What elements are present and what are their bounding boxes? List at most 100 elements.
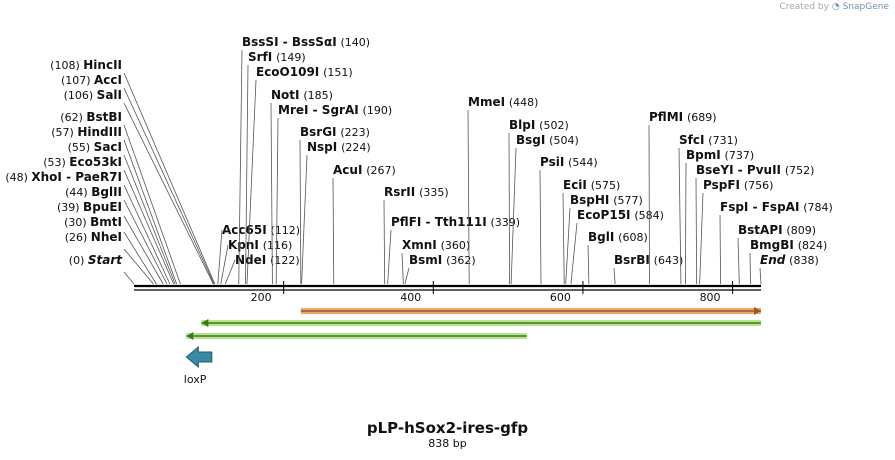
site-bpmi[interactable]: BpmI (737): [685, 148, 754, 285]
site-pflmi[interactable]: PflMI (689): [648, 110, 717, 285]
loxp-arrow-icon[interactable]: [185, 345, 213, 369]
site-label[interactable]: (106) SalI: [64, 88, 122, 102]
site-sali[interactable]: (106) SalI: [64, 88, 214, 285]
site-label[interactable]: MreI - SgrAI (190): [278, 103, 392, 117]
site-name: BssSI - BssSαI: [242, 35, 337, 49]
site-ndei[interactable]: NdeI (122): [224, 253, 300, 285]
site-bsphi[interactable]: BspHI (577): [565, 193, 643, 285]
site-label[interactable]: BsrBI (643): [614, 253, 683, 267]
site-bsgi[interactable]: BsgI (504): [510, 133, 579, 285]
site-label[interactable]: MmeI (448): [468, 95, 538, 109]
loxp-feature[interactable]: loxP: [184, 345, 213, 386]
site-label[interactable]: BlpI (502): [509, 118, 569, 132]
site-acc65i[interactable]: Acc65I (112): [217, 223, 300, 285]
site-label[interactable]: SfcI (731): [679, 133, 738, 147]
site-label[interactable]: (108) HincII: [50, 58, 122, 72]
site-label[interactable]: BstAPI (809): [738, 223, 816, 237]
site-rsrii[interactable]: RsrII (335): [383, 185, 449, 285]
site-label[interactable]: (26) NheI: [65, 230, 122, 244]
site-bmgbi[interactable]: BmgBI (824): [749, 238, 827, 285]
orange-feature[interactable]: [300, 307, 761, 315]
site-position: (26): [65, 231, 91, 244]
site-label[interactable]: (39) BpuEI: [57, 200, 122, 214]
site-label[interactable]: BssSI - BssSαI (140): [242, 35, 370, 49]
site-end[interactable]: End (838): [759, 253, 819, 285]
site-label[interactable]: KpnI (116): [228, 238, 292, 252]
site-bsrgi[interactable]: BsrGI (223): [299, 125, 370, 285]
site-label[interactable]: BsmI (362): [409, 253, 476, 267]
site-nhei[interactable]: (26) NheI: [65, 230, 154, 285]
site-label[interactable]: EcoO109I (151): [256, 65, 353, 79]
site-label[interactable]: (62) BstBI: [60, 110, 122, 124]
site-label[interactable]: NdeI (122): [235, 253, 300, 267]
site-label[interactable]: (44) BglII: [65, 185, 122, 199]
site-bmti[interactable]: (30) BmtI: [64, 215, 157, 285]
site-bsmi[interactable]: BsmI (362): [404, 253, 476, 285]
site-label[interactable]: PflMI (689): [649, 110, 717, 124]
site-saci[interactable]: (55) SacI: [68, 140, 176, 285]
site-sfci[interactable]: SfcI (731): [678, 133, 738, 285]
site-label[interactable]: EcoP15I (584): [577, 208, 664, 222]
site-label[interactable]: EciI (575): [563, 178, 620, 192]
site-kpni[interactable]: KpnI (116): [220, 238, 293, 285]
site-blpi[interactable]: BlpI (502): [508, 118, 569, 285]
site-ecii[interactable]: EciI (575): [562, 178, 620, 285]
site-label[interactable]: AcuI (267): [333, 163, 396, 177]
site-psii[interactable]: PsiI (544): [539, 155, 598, 285]
site-srfi[interactable]: SrfI (149): [245, 50, 306, 285]
site-noti[interactable]: NotI (185): [270, 88, 333, 285]
green-feature-1[interactable]: [201, 319, 762, 327]
site-bstapi[interactable]: BstAPI (809): [737, 223, 816, 285]
site-label[interactable]: (30) BmtI: [64, 215, 122, 229]
site-mrei-sgrai[interactable]: MreI - SgrAI (190): [275, 103, 392, 285]
site-label[interactable]: NspI (224): [307, 140, 371, 154]
site-ecop15i[interactable]: EcoP15I (584): [570, 208, 664, 285]
site-label[interactable]: FspI - FspAI (784): [720, 200, 833, 214]
site-name: RsrII: [384, 185, 415, 199]
site-start[interactable]: (0) Start: [69, 253, 135, 285]
site-label[interactable]: RsrII (335): [384, 185, 449, 199]
site-label[interactable]: BsgI (504): [516, 133, 579, 147]
site-label[interactable]: (55) SacI: [68, 140, 122, 154]
site-pspfi[interactable]: PspFI (756): [699, 178, 774, 285]
site-nspi[interactable]: NspI (224): [301, 140, 371, 285]
site-label[interactable]: (53) Eco53kI: [43, 155, 122, 169]
site-bseyi-pvuii[interactable]: BseYI - PvuII (752): [695, 163, 814, 285]
site-label[interactable]: (48) XhoI - PaeR7I: [5, 170, 122, 184]
site-label[interactable]: BseYI - PvuII (752): [696, 163, 814, 177]
site-bgli[interactable]: BglI (608): [587, 230, 648, 285]
site-hincii[interactable]: (108) HincII: [50, 58, 216, 285]
site-label[interactable]: Acc65I (112): [222, 223, 300, 237]
site-acui[interactable]: AcuI (267): [332, 163, 396, 285]
site-label[interactable]: BspHI (577): [570, 193, 643, 207]
site-ecoo109i[interactable]: EcoO109I (151): [246, 65, 353, 285]
site-label[interactable]: End (838): [760, 253, 819, 267]
site-acci[interactable]: (107) AccI: [61, 73, 215, 285]
site-bsrbi[interactable]: BsrBI (643): [613, 253, 683, 285]
site-label[interactable]: PflFI - Tth111I (339): [391, 215, 520, 229]
site-label[interactable]: SrfI (149): [248, 50, 306, 64]
site-hindiii[interactable]: (57) HindIII: [51, 125, 178, 285]
site-label[interactable]: (57) HindIII: [51, 125, 122, 139]
site-label[interactable]: XmnI (360): [402, 238, 470, 252]
site-label[interactable]: PspFI (756): [703, 178, 773, 192]
site-xmni[interactable]: XmnI (360): [401, 238, 470, 285]
site-bpuei[interactable]: (39) BpuEI: [57, 200, 164, 285]
site-label[interactable]: BmgBI (824): [750, 238, 827, 252]
site-pflfi-tth111i[interactable]: PflFI - Tth111I (339): [387, 215, 520, 285]
site-bstbi[interactable]: (62) BstBI: [60, 110, 181, 285]
site-label[interactable]: BglI (608): [588, 230, 648, 244]
site-label[interactable]: (0) Start: [69, 253, 123, 267]
site-xhoi-paer7i[interactable]: (48) XhoI - PaeR7I: [5, 170, 171, 285]
site-label[interactable]: BsrGI (223): [300, 125, 370, 139]
site-label[interactable]: PsiI (544): [540, 155, 598, 169]
site-label[interactable]: NotI (185): [271, 88, 333, 102]
green-feature-2[interactable]: [186, 332, 527, 340]
site-eco53ki[interactable]: (53) Eco53kI: [43, 155, 175, 285]
site-label[interactable]: BpmI (737): [686, 148, 754, 162]
site-label[interactable]: (107) AccI: [61, 73, 122, 87]
site-mmei[interactable]: MmeI (448): [467, 95, 538, 285]
site-fspi-fspai[interactable]: FspI - FspAI (784): [719, 200, 833, 285]
site-bsssi-bsss-i[interactable]: BssSI - BssSαI (140): [238, 35, 370, 285]
site-bglii[interactable]: (44) BglII: [65, 185, 168, 285]
